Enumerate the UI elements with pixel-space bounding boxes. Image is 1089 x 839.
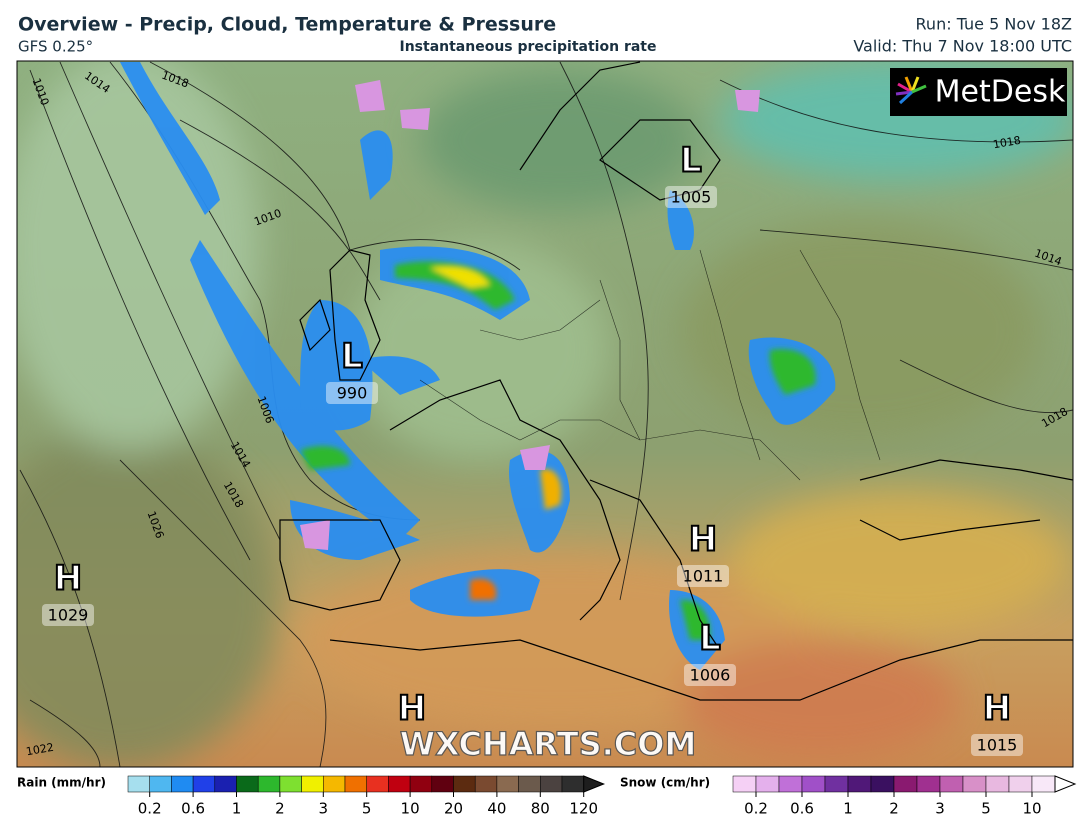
colorbar-segment xyxy=(344,775,367,793)
colorbar-segment xyxy=(301,775,324,793)
colorbar-segment xyxy=(1008,775,1033,793)
colorbar-tick-label: 1 xyxy=(843,800,853,818)
colorbar-segment xyxy=(323,775,346,793)
watermark: WXCHARTS.COM xyxy=(400,725,697,763)
colorbar-segment xyxy=(778,775,803,793)
subtitle: Instantaneous precipitation rate xyxy=(400,39,657,55)
borders xyxy=(419,249,881,481)
pressure-symbol: H xyxy=(398,689,426,729)
colorbar-tick-label: 5 xyxy=(981,800,991,818)
colorbar-tick-label: 3 xyxy=(319,800,329,818)
isobar-label: 1018 xyxy=(992,134,1022,152)
colorbar-tick-label: 10 xyxy=(401,800,420,818)
colorbar-tick-label: 0.2 xyxy=(138,800,162,818)
colorbar-tick-label: 120 xyxy=(569,800,598,818)
colorbar-segment xyxy=(127,775,150,793)
map: 1018101410101010100610141018102610221018… xyxy=(17,61,1073,767)
colorbar-segment xyxy=(496,775,519,793)
colorbar-segment xyxy=(453,775,476,793)
colorbar-segment xyxy=(192,775,216,793)
colorbar-tick-label: 2 xyxy=(889,800,899,818)
pressure-value: 1011 xyxy=(683,567,724,586)
title: Overview - Precip, Cloud, Temperature & … xyxy=(18,14,556,36)
logo-mark xyxy=(895,76,927,105)
model: GFS 0.25° xyxy=(18,38,93,56)
colorbar-segment xyxy=(732,775,757,793)
colorbar-tick-label: 20 xyxy=(444,800,463,818)
colorbar-segment xyxy=(540,775,563,793)
colorbar-segment xyxy=(801,775,826,793)
colorbar-tick-label: 0.6 xyxy=(790,800,814,818)
colorbar-tick-label: 0.2 xyxy=(744,800,768,818)
heavy-precip xyxy=(300,261,816,640)
pressure-box xyxy=(971,734,1023,756)
pressure-symbol: H xyxy=(689,520,717,560)
colorbar-segment xyxy=(279,775,302,793)
colorbar-segment xyxy=(518,775,541,793)
isobar-label: 1022 xyxy=(25,741,55,759)
pressure-value: 1006 xyxy=(690,666,731,685)
colorbar-segment xyxy=(847,775,872,793)
pressure-box xyxy=(677,565,729,587)
colorbar-tick-label: 10 xyxy=(1022,800,1041,818)
pressure-value: 990 xyxy=(337,384,368,403)
pressure-symbol: H xyxy=(54,559,82,599)
pressure-symbol: L xyxy=(341,337,363,377)
coastlines xyxy=(279,61,1073,701)
pressure-symbol: H xyxy=(983,689,1011,729)
colorbar-tick-label: 1 xyxy=(232,800,242,818)
colorbar-segment xyxy=(366,775,389,793)
colorbar-segment xyxy=(939,775,964,793)
colorbar-tick-label: 2 xyxy=(275,800,285,818)
colorbar-arrow xyxy=(1054,775,1077,793)
colorbar-segment xyxy=(236,775,259,793)
pressure-box xyxy=(42,604,94,626)
map-frame xyxy=(16,60,1074,768)
colorbar-segment xyxy=(893,775,918,793)
colorbar-segment xyxy=(474,775,498,793)
colorbar-segment xyxy=(257,775,281,793)
pressure-value: 1005 xyxy=(671,188,712,207)
pressure-box xyxy=(326,382,378,404)
pressure-box xyxy=(684,664,736,686)
colorbar-segment xyxy=(824,775,849,793)
colorbar-segment xyxy=(214,775,237,793)
colorbar-segment xyxy=(409,775,433,793)
colorbar-tick-label: 40 xyxy=(487,800,506,818)
run-time: Run: Tue 5 Nov 18Z xyxy=(916,15,1073,34)
colorbar-arrow xyxy=(583,775,606,793)
colorbar-segment xyxy=(561,775,584,793)
snow-legend-label: Snow (cm/hr) xyxy=(620,776,710,790)
colorbar-segment xyxy=(171,775,194,793)
colorbar-tick-label: 80 xyxy=(531,800,550,818)
colorbar-segment xyxy=(916,775,941,793)
colorbar-tick-label: 5 xyxy=(362,800,372,818)
logo-box xyxy=(890,68,1067,116)
colorbar-segment xyxy=(962,775,987,793)
valid-time: Valid: Thu 7 Nov 18:00 UTC xyxy=(853,37,1072,56)
pressure-symbol: L xyxy=(699,619,721,659)
pressure-box xyxy=(665,186,717,208)
logo: MetDesk xyxy=(935,75,1066,110)
colorbar-segment xyxy=(870,775,895,793)
colorbar-segment xyxy=(149,775,172,793)
rain-legend-label: Rain (mm/hr) xyxy=(17,776,106,790)
colorbar-segment xyxy=(388,775,411,793)
snow xyxy=(300,80,760,550)
colorbar-tick-label: 3 xyxy=(935,800,945,818)
colorbar-segment xyxy=(1031,775,1056,793)
pressure-value: 1029 xyxy=(48,606,89,625)
colorbar-segment xyxy=(431,775,454,793)
colorbar-segment xyxy=(755,775,780,793)
pressure-symbol: L xyxy=(680,141,702,181)
colorbar-tick-label: 0.6 xyxy=(181,800,205,818)
pressure-value: 1015 xyxy=(977,736,1018,755)
colorbar-segment xyxy=(985,775,1010,793)
